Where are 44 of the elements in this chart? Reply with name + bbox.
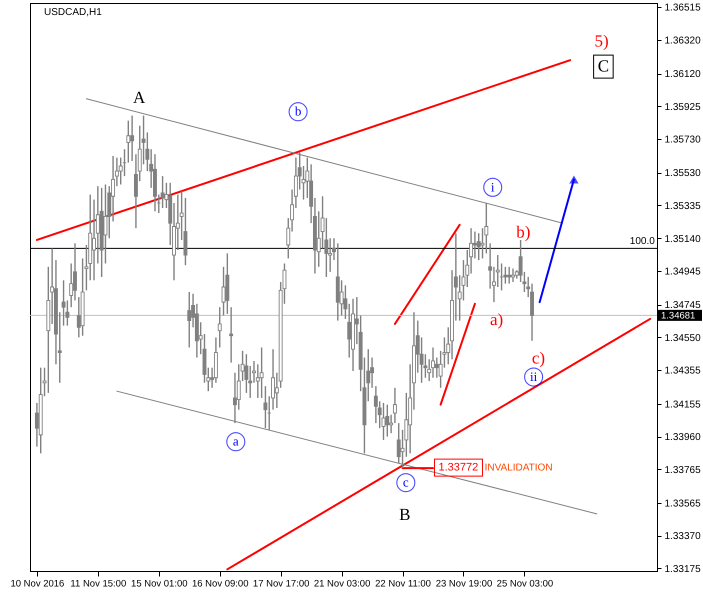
x-tick-label: 17 Nov 17:00 — [252, 578, 310, 590]
annotation: b — [294, 104, 302, 119]
x-tick-label: 23 Nov 19:00 — [436, 578, 492, 590]
y-tick-label: 1.35335 — [664, 200, 702, 212]
annotation: b) — [516, 222, 530, 242]
annotation: c) — [532, 348, 546, 368]
y-tick-label: 1.33960 — [664, 432, 702, 444]
y-tick-label: 1.33765 — [664, 464, 702, 476]
y-tick-label: 1.33370 — [664, 531, 702, 542]
y-tick-label: 1.35140 — [664, 234, 702, 245]
y-tick-label: 1.34355 — [664, 366, 702, 377]
x-tick-label: 22 Nov 11:00 — [375, 578, 431, 590]
annotation: 100.0 — [630, 236, 656, 247]
annotation: c — [402, 474, 409, 490]
annotation: A — [132, 88, 146, 107]
y-tick-label: 1.34550 — [664, 332, 702, 344]
y-tick-label: 1.34745 — [664, 300, 702, 312]
annotation: B — [399, 504, 410, 524]
x-tick-label: 15 Nov 01:00 — [131, 578, 188, 590]
annotation: C — [598, 56, 610, 76]
y-tick-label: 1.36515 — [664, 2, 702, 14]
x-tick-label: 10 Nov 2016 — [10, 578, 64, 590]
x-tick-label: 16 Nov 09:00 — [192, 578, 248, 590]
annotation: 1.33772 — [438, 462, 478, 474]
annotation: a) — [490, 310, 504, 329]
annotation: a — [232, 434, 239, 449]
y-tick-label: 1.34945 — [664, 266, 702, 278]
ref-line-label: 1.34681 — [661, 310, 696, 322]
chart-title: USDCAD,H1 — [44, 7, 102, 18]
annotation: i — [490, 179, 495, 194]
annotation: ii — [530, 369, 538, 384]
x-tick-label: 21 Nov 03:00 — [314, 578, 370, 590]
annotation: 5) — [594, 31, 609, 50]
annotation: INVALIDATION — [484, 462, 553, 474]
x-tick-label: 11 Nov 15:00 — [70, 578, 126, 590]
y-tick-label: 1.33565 — [664, 498, 702, 510]
y-tick-label: 1.33175 — [664, 564, 702, 575]
y-tick-label: 1.34155 — [664, 399, 702, 410]
x-tick-label: 25 Nov 03:00 — [496, 578, 554, 590]
y-tick-label: 1.36120 — [664, 69, 702, 80]
y-tick-label: 1.35730 — [664, 134, 702, 146]
y-tick-label: 1.35530 — [664, 168, 702, 180]
y-tick-label: 1.36320 — [664, 35, 702, 46]
y-tick-label: 1.35925 — [664, 102, 702, 113]
